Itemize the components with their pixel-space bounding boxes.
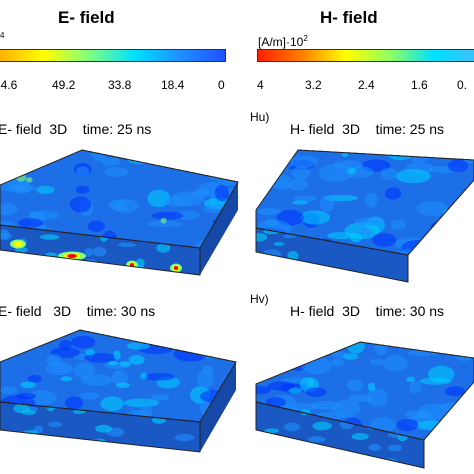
e-tick-4: 0 xyxy=(218,78,225,92)
h-field-25ns-3d-render xyxy=(255,149,474,283)
h-tick-0: 4 xyxy=(257,78,264,92)
e-tick-1: 49.2 xyxy=(52,78,76,92)
h-tick-3: 1.6 xyxy=(411,78,428,92)
h-tick-2: 2.4 xyxy=(358,78,375,92)
e-colorbar xyxy=(0,49,226,62)
panel-h25-tag: Hu) xyxy=(250,110,270,124)
panel-e25-label: E- field 3D time: 25 ns xyxy=(0,121,152,137)
e-tick-0: 64.6 xyxy=(0,78,18,92)
e-tick-2: 33.8 xyxy=(108,78,132,92)
e-colorbar-unit: 4 xyxy=(0,31,5,40)
h-tick-1: 3.2 xyxy=(305,78,322,92)
panel-e30-label: E- field 3D time: 30 ns xyxy=(0,303,156,319)
h-field-header: H- field xyxy=(320,8,378,27)
panel-h25-label: H- field 3D time: 25 ns xyxy=(290,121,445,137)
e-tick-3: 18.4 xyxy=(161,78,185,92)
e-field-header: E- field xyxy=(58,8,115,27)
panel-h30-tag: Hv) xyxy=(250,292,269,306)
e-field-30ns-3d-render xyxy=(0,329,237,453)
h-field-30ns-3d-render xyxy=(255,341,474,469)
panel-h30-label: H- field 3D time: 30 ns xyxy=(290,303,445,319)
h-colorbar xyxy=(257,49,474,62)
h-colorbar-unit: [A/m]·102 xyxy=(258,34,308,49)
e-field-25ns-3d-render xyxy=(0,149,239,276)
h-tick-4: 0. xyxy=(457,78,468,92)
